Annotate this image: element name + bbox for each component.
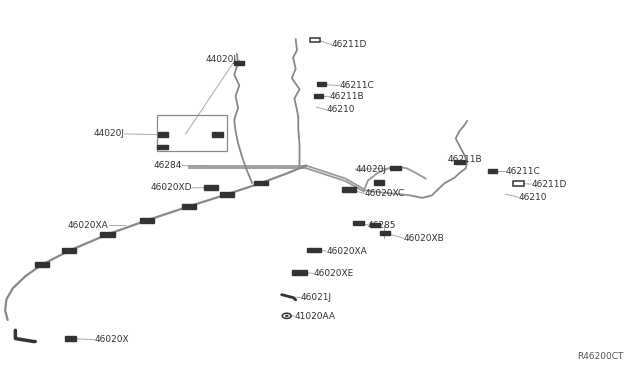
Text: 46211B: 46211B: [448, 155, 483, 164]
Bar: [292, 270, 307, 275]
Bar: [212, 132, 223, 137]
Bar: [390, 166, 401, 170]
Text: 46020XA: 46020XA: [326, 247, 367, 256]
Bar: [204, 185, 218, 190]
Bar: [65, 336, 76, 341]
Text: 46285: 46285: [368, 221, 397, 230]
Bar: [140, 218, 154, 222]
Text: 46020XC: 46020XC: [365, 189, 405, 198]
Text: 44020J: 44020J: [206, 55, 237, 64]
Text: 46020XE: 46020XE: [314, 269, 354, 278]
Text: 46211D: 46211D: [531, 180, 566, 189]
Bar: [353, 221, 364, 225]
Text: 46211D: 46211D: [332, 40, 367, 49]
Text: 46020X: 46020X: [95, 335, 129, 344]
Bar: [62, 248, 76, 253]
Bar: [380, 231, 390, 235]
Circle shape: [285, 315, 288, 317]
Bar: [157, 145, 168, 149]
Bar: [370, 223, 380, 227]
Bar: [220, 192, 234, 196]
Text: 46020XA: 46020XA: [68, 221, 109, 230]
Bar: [317, 82, 326, 86]
Bar: [488, 169, 497, 173]
Bar: [234, 61, 244, 65]
Bar: [157, 115, 227, 151]
Bar: [254, 180, 268, 185]
Bar: [182, 204, 196, 209]
Bar: [314, 94, 323, 98]
Text: 46211C: 46211C: [506, 167, 540, 176]
Bar: [100, 232, 115, 237]
Bar: [35, 263, 49, 267]
Bar: [307, 248, 321, 252]
Text: 46211C: 46211C: [339, 81, 374, 90]
Bar: [374, 180, 384, 185]
Text: 46210: 46210: [326, 105, 355, 114]
Text: 46020XB: 46020XB: [403, 234, 444, 243]
Bar: [513, 181, 524, 186]
Bar: [454, 160, 465, 164]
Bar: [310, 38, 320, 42]
Text: 44020J: 44020J: [355, 165, 386, 174]
Text: 46284: 46284: [154, 161, 182, 170]
Text: 46211B: 46211B: [330, 92, 364, 101]
Text: 46210: 46210: [518, 193, 547, 202]
Text: 46020XD: 46020XD: [150, 183, 192, 192]
Text: 46021J: 46021J: [301, 293, 332, 302]
Bar: [158, 132, 168, 137]
Bar: [342, 187, 356, 192]
Text: 41020AA: 41020AA: [294, 312, 335, 321]
Text: R46200CT: R46200CT: [578, 352, 624, 361]
Text: 44020J: 44020J: [94, 129, 125, 138]
